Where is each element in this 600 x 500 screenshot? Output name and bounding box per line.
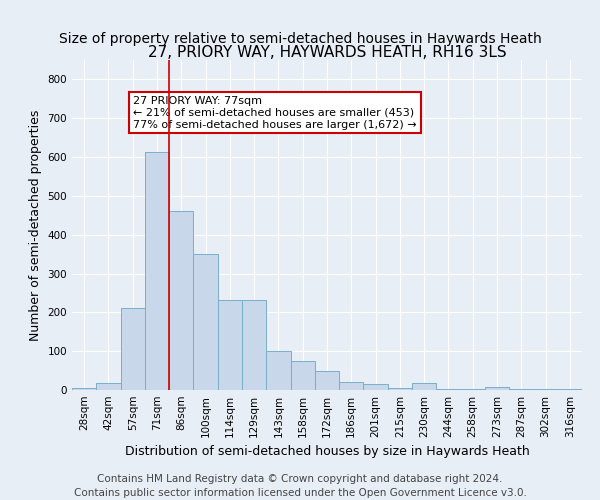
Title: 27, PRIORY WAY, HAYWARDS HEATH, RH16 3LS: 27, PRIORY WAY, HAYWARDS HEATH, RH16 3LS: [148, 45, 506, 60]
Bar: [339, 382, 364, 390]
Bar: [533, 389, 558, 390]
Bar: [485, 387, 509, 390]
Y-axis label: Number of semi-detached properties: Number of semi-detached properties: [29, 110, 42, 340]
Bar: [193, 254, 218, 390]
Bar: [145, 152, 169, 390]
Bar: [364, 384, 388, 390]
Bar: [96, 383, 121, 390]
Bar: [412, 383, 436, 390]
Text: Contains HM Land Registry data © Crown copyright and database right 2024.
Contai: Contains HM Land Registry data © Crown c…: [74, 474, 526, 498]
Bar: [509, 389, 533, 390]
Bar: [558, 389, 582, 390]
Text: Size of property relative to semi-detached houses in Haywards Heath: Size of property relative to semi-detach…: [59, 32, 541, 46]
Bar: [436, 389, 461, 390]
Bar: [72, 388, 96, 390]
Bar: [218, 300, 242, 390]
Bar: [121, 308, 145, 390]
Text: 27 PRIORY WAY: 77sqm
← 21% of semi-detached houses are smaller (453)
77% of semi: 27 PRIORY WAY: 77sqm ← 21% of semi-detac…: [133, 96, 417, 130]
Bar: [461, 389, 485, 390]
Bar: [169, 212, 193, 390]
Bar: [388, 388, 412, 390]
Bar: [290, 361, 315, 390]
X-axis label: Distribution of semi-detached houses by size in Haywards Heath: Distribution of semi-detached houses by …: [125, 446, 529, 458]
Bar: [315, 370, 339, 390]
Bar: [266, 351, 290, 390]
Bar: [242, 300, 266, 390]
